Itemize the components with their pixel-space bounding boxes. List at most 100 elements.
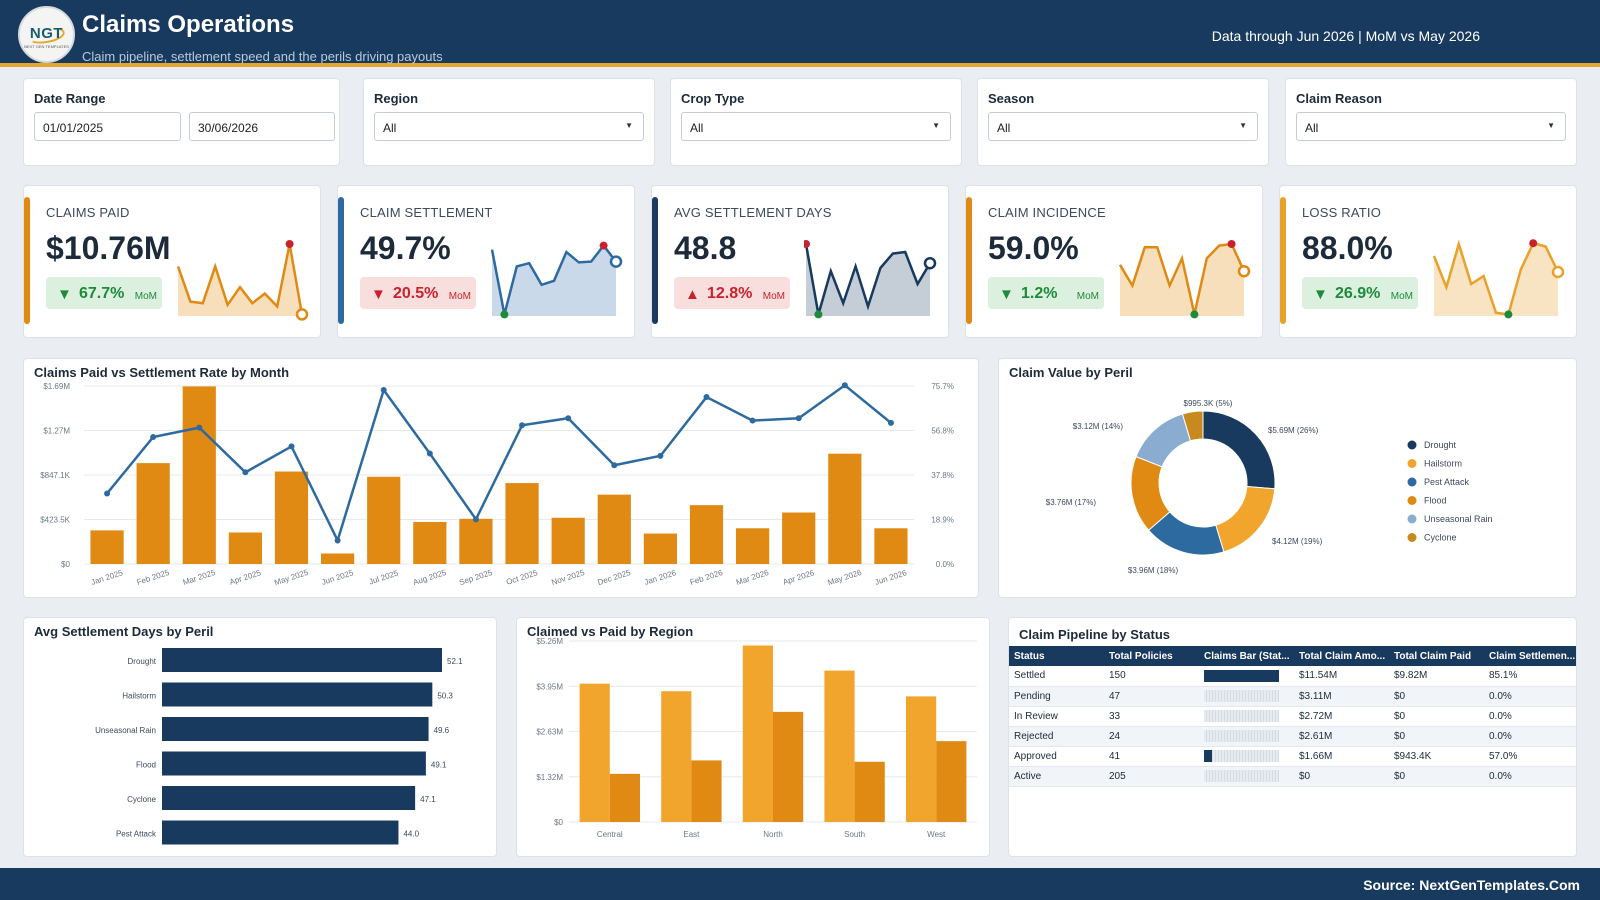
y-tick-label: $0 (61, 560, 70, 569)
status-cell: Active (1009, 766, 1104, 787)
bar (773, 711, 804, 822)
table-header[interactable]: Status (1009, 646, 1104, 666)
date-end-input[interactable]: 30/06/2026 (189, 112, 335, 141)
kpi-card: CLAIM SETTLEMENT 49.7% ▼ 20.5% MoM (337, 185, 635, 338)
bar (228, 532, 262, 564)
line-point (242, 469, 249, 476)
kpi-title: AVG SETTLEMENT DAYS (674, 205, 832, 220)
sparkline-last-point (295, 308, 309, 321)
table-header[interactable]: Claims Bar (Stat... (1199, 646, 1294, 666)
table-row[interactable]: Approved 41 $1.66M $943.4K 57.0% (1009, 746, 1576, 767)
chevron-down-icon: ▼ (1547, 121, 1555, 130)
table-header[interactable]: Claim Settlemen... (1484, 646, 1576, 666)
bar (661, 691, 692, 822)
y-tick-label: $423.5K (40, 516, 70, 525)
sparkline-area (178, 244, 302, 316)
page-subtitle: Claim pipeline, settlement speed and the… (82, 49, 443, 64)
bar (90, 530, 124, 564)
y-tick-label: $847.1K (40, 471, 70, 480)
footer-bar: Source: NextGenTemplates.Com (0, 868, 1600, 900)
bar (162, 820, 399, 845)
sparkline-area (1434, 243, 1558, 316)
table-row[interactable]: In Review 33 $2.72M $0 0.0% (1009, 706, 1576, 727)
hbar-chart-panel: Avg Settlement Days by Peril Drought 52.1… (23, 617, 497, 857)
legend-swatch (1407, 477, 1417, 487)
policies-cell: 24 (1104, 726, 1199, 747)
table-header[interactable]: Total Claim Paid (1389, 646, 1484, 666)
panel-title: Claims Paid vs Settlement Rate by Month (34, 365, 290, 380)
bar (162, 786, 416, 810)
combo-chart-panel: Claims Paid vs Settlement Rate by Month … (23, 358, 979, 598)
table-row[interactable]: Active 205 $0 $0 0.0% (1009, 766, 1576, 787)
kpi-accent-bar (338, 197, 344, 324)
page-title: Claims Operations (82, 11, 295, 38)
kpi-sparkline (1432, 239, 1565, 319)
region-select[interactable]: All ▼ (374, 112, 644, 141)
x-tick-label: Sep 2025 (458, 568, 494, 587)
kpi-change-period: MoM (1390, 291, 1413, 302)
bar (782, 512, 816, 564)
line-point (519, 422, 526, 429)
line-point (703, 394, 710, 401)
filter-date-range: Date Range 01/01/2025 30/06/2026 (23, 78, 340, 166)
kpi-card: LOSS RATIO 88.0% ▼ 26.9% MoM (1279, 185, 1577, 338)
table-header[interactable]: Total Claim Amo... (1294, 646, 1389, 666)
bar (162, 648, 442, 672)
x-tick-label: Feb 2026 (689, 568, 724, 587)
table-header[interactable]: Total Policies (1104, 646, 1199, 666)
table-row[interactable]: Rejected 24 $2.61M $0 0.0% (1009, 726, 1576, 747)
header-bar: NGT NEXT GEN TEMPLATES Claims Operations… (0, 0, 1600, 67)
filter-label: Crop Type (681, 91, 745, 106)
paid-cell: $0 (1389, 686, 1484, 707)
paid-cell: $0 (1389, 706, 1484, 727)
x-tick-label: May 2026 (827, 568, 864, 588)
crop-type-select[interactable]: All ▼ (681, 112, 951, 141)
brand-logo: NGT NEXT GEN TEMPLATES (18, 6, 75, 63)
x-tick-label: Central (597, 830, 623, 839)
bar (689, 505, 724, 564)
kpi-change-badge: ▼ 20.5% MoM (360, 277, 476, 309)
claims-bar-cell (1199, 686, 1294, 707)
x-tick-label: Jun 2026 (874, 568, 909, 587)
sparkline-max-point (1529, 239, 1538, 248)
sparkline-min-point (814, 310, 823, 319)
line-point (749, 417, 756, 424)
bar (854, 761, 885, 822)
bar (736, 528, 770, 564)
line-point (288, 443, 295, 450)
legend-label: Unseasonal Rain (1424, 514, 1493, 524)
table-row[interactable]: Settled 150 $11.54M $9.82M 85.1% (1009, 666, 1576, 687)
arrow-down-icon: ▼ (999, 286, 1014, 303)
bar (182, 386, 216, 564)
bar (459, 518, 493, 564)
sparkline-last-point (1237, 264, 1251, 278)
bar (136, 463, 170, 564)
x-tick-label: West (927, 830, 946, 839)
combo-chart: $0 0.0% $423.5K 18.9% $847.1K 37.8% $1.27M 56.8… (40, 382, 954, 588)
slice-data-label: $995.3K (5%) (1184, 399, 1233, 408)
sparkline-line (1432, 239, 1560, 316)
y-category-label: Pest Attack (116, 830, 157, 839)
season-select[interactable]: All ▼ (988, 112, 1258, 141)
claims-data-bar-fill (1204, 750, 1212, 762)
sparkline-max-point (285, 240, 294, 248)
kpi-change-badge: ▼ 26.9% MoM (1302, 277, 1418, 309)
donut-chart: $5.69M (26%) $4.12M (19%) $3.96M (18%) $3.7… (1046, 399, 1493, 575)
x-tick-label: Apr 2026 (782, 568, 816, 587)
amount-cell: $1.66M (1294, 746, 1389, 767)
sparkline-max-point (804, 240, 810, 248)
kpi-title: CLAIM SETTLEMENT (360, 205, 493, 220)
source-label: Source: NextGenTemplates.Com (1363, 877, 1580, 893)
claim-reason-select[interactable]: All ▼ (1296, 112, 1566, 141)
select-value: All (997, 121, 1011, 135)
date-start-input[interactable]: 01/01/2025 (34, 112, 181, 141)
legend-swatch (1407, 459, 1417, 468)
x-tick-label: Nov 2025 (550, 568, 586, 587)
x-tick-label: Mar 2025 (182, 568, 217, 587)
x-tick-label: Oct 2025 (505, 568, 539, 587)
bar (742, 645, 773, 822)
kpi-sparkline (176, 240, 309, 321)
kpi-value: 88.0% (1302, 230, 1393, 266)
table-row[interactable]: Pending 47 $3.11M $0 0.0% (1009, 686, 1576, 707)
bar-data-label: 52.1 (447, 657, 463, 666)
